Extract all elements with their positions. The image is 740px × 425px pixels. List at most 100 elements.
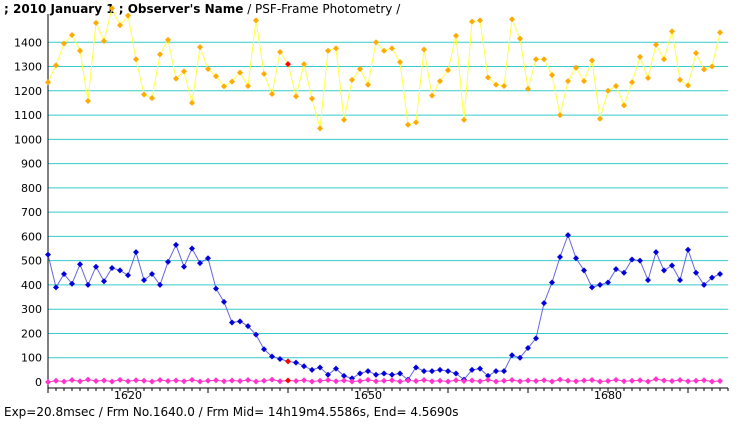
y-tick-label-1100: 1100 (14, 109, 42, 122)
comparison-star-point-1643 (309, 95, 315, 102)
comparison-star-point-1616 (93, 19, 99, 26)
background-point-1639 (277, 378, 283, 385)
comparison-star-point-1615 (85, 97, 91, 104)
axes: 0 100 200 300 400 500 600 700 800 900 1000 1100 1200… (14, 14, 729, 402)
comparison-star-point-1663 (469, 18, 475, 25)
target-star-point-1654 (397, 370, 403, 377)
comparison-star-point-1660 (445, 67, 451, 74)
background-point-1630 (205, 377, 211, 384)
target-star-point-1620 (125, 272, 131, 279)
comparison-star-point-1641 (293, 93, 299, 100)
background-point-1627 (181, 378, 187, 385)
comparison-star-point-1688 (669, 28, 675, 35)
target-star-point-1657 (421, 368, 427, 375)
background-point-1682 (621, 378, 627, 385)
y-tick-label-200: 200 (21, 327, 42, 340)
target-star-point-1631 (213, 285, 219, 292)
y-tick-label-800: 800 (21, 182, 42, 195)
target-star-point-1670 (525, 345, 531, 352)
background-point-1669 (517, 378, 523, 385)
background-point-1674 (557, 376, 563, 383)
target-star-point-1687 (661, 267, 667, 274)
background-point-1671 (533, 378, 539, 385)
target-star-point-1648 (349, 375, 355, 382)
background-point-1663 (469, 377, 475, 384)
y-tick-label-600: 600 (21, 230, 42, 243)
background-point-1658 (429, 378, 435, 385)
target-star-point-1627 (181, 263, 187, 270)
background-point-1691 (693, 377, 699, 384)
background-point-1638 (269, 376, 275, 383)
background-point-1692 (701, 377, 707, 384)
comparison-star-point-1621 (133, 56, 139, 63)
target-star-point-1692 (701, 281, 707, 288)
x-tick-label-1620: 1620 (114, 389, 142, 402)
comparison-star-point-1668 (509, 16, 515, 23)
background-point-1659 (437, 377, 443, 384)
background-point-1613 (69, 377, 75, 384)
background-point-1688 (669, 378, 675, 385)
target-star-point-1644 (317, 364, 323, 371)
target-star-point-1623 (149, 271, 155, 278)
target-star-point-1667 (501, 368, 507, 375)
target-star-point-1689 (677, 277, 683, 284)
target-star-point-1651 (373, 371, 379, 378)
series-layer (45, 5, 723, 385)
target-star-point-1610 (45, 251, 51, 258)
target-star-point-1676 (573, 255, 579, 262)
comparison-star-point-1625 (165, 36, 171, 43)
background-point-1625 (165, 378, 171, 385)
comparison-star-point-1676 (573, 64, 579, 71)
comparison-star-point-1661 (453, 32, 459, 39)
gridlines (48, 41, 728, 359)
comparison-star-point-1686 (653, 41, 659, 48)
target-star-point-1663 (469, 366, 475, 373)
target-star-point-1645 (325, 371, 331, 378)
background-point-1687 (661, 377, 667, 384)
comparison-star-point-1648 (349, 76, 355, 83)
comparison-star-point-1611 (53, 62, 59, 69)
background-point-1623 (149, 378, 155, 385)
background-point-1644 (317, 377, 323, 384)
target-star-point-1652 (381, 370, 387, 377)
background-point-1621 (133, 377, 139, 384)
comparison-star-point-1626 (173, 75, 179, 82)
comparison-star-point-1677 (581, 78, 587, 85)
chart-title: ; 2010 January 1 ; Observer's Name / PSF… (4, 2, 400, 16)
comparison-star-point-1684 (637, 53, 643, 60)
comparison-star-point-1638 (269, 90, 275, 97)
comparison-star-point-1612 (61, 40, 67, 47)
comparison-star-point-1614 (77, 47, 83, 54)
background-point-1646 (333, 378, 339, 385)
target-star-point-1658 (429, 368, 435, 375)
comparison-star-point-1654 (397, 59, 403, 66)
comparison-star-point-1662 (461, 116, 467, 123)
target-star-point-1618 (109, 264, 115, 271)
comparison-star-point-1634 (237, 69, 243, 76)
comparison-star-point-1629 (197, 44, 203, 51)
comparison-star-point-1682 (621, 102, 627, 109)
comparison-star-point-1689 (677, 76, 683, 83)
background-point-1656 (413, 378, 419, 385)
comparison-star-point-1671 (533, 56, 539, 63)
comparison-star-point-1619 (117, 22, 123, 29)
target-star-point-1641 (293, 359, 299, 366)
target-star-point-1624 (157, 281, 163, 288)
background-series (45, 376, 723, 385)
target-star-point-1637 (261, 346, 267, 353)
target-star-point-1626 (173, 241, 179, 248)
comparison-star-point-1639 (277, 48, 283, 55)
background-point-1652 (381, 377, 387, 384)
target-star-point-1690 (685, 246, 691, 253)
target-star-point-1673 (549, 279, 555, 286)
background-point-1614 (77, 378, 83, 385)
target-star-point-1674 (557, 254, 563, 261)
x-tick-label-1680: 1680 (594, 389, 622, 402)
target-star-point-1640 (285, 358, 291, 365)
target-star-point-1688 (669, 262, 675, 269)
target-star-point-1666 (493, 368, 499, 375)
comparison-star-point-1655 (405, 121, 411, 128)
target-star-point-1615 (85, 281, 91, 288)
target-star-point-1664 (477, 365, 483, 372)
target-star-point-1650 (365, 368, 371, 375)
